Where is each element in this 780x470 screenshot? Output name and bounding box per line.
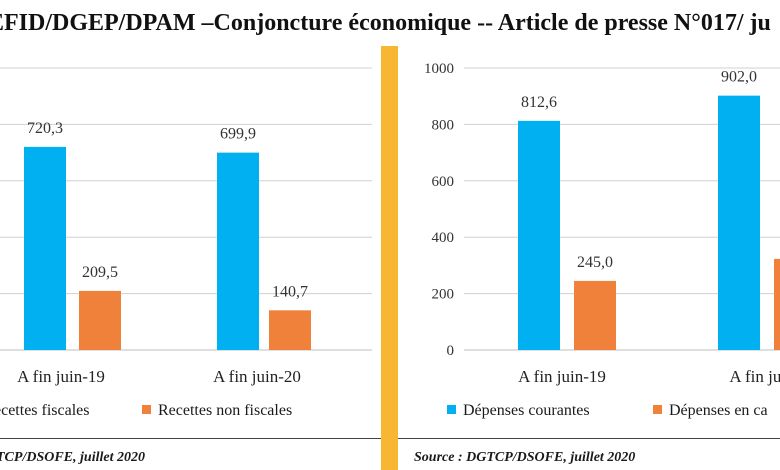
legend-label-depenses-en-capital: Dépenses en ca bbox=[669, 402, 768, 419]
data-label: 140,7 bbox=[272, 283, 308, 300]
bar-blue-1 bbox=[718, 95, 760, 350]
legend-swatch-orange bbox=[653, 405, 662, 415]
x-category-label: A fin juin-19 bbox=[518, 367, 606, 386]
data-label: 902,0 bbox=[721, 69, 757, 86]
data-label: 720,3 bbox=[27, 120, 63, 137]
legend-swatch-blue bbox=[447, 405, 456, 415]
y-tick-label: 1000 bbox=[424, 61, 454, 77]
left-bar-chart: 720,3 699,9 209,5 140,7 A fin juin-19 A fin j… bbox=[0, 67, 372, 386]
bar-blue-1 bbox=[217, 152, 259, 350]
data-label: 699,9 bbox=[220, 126, 256, 143]
x-category-label: A fin juin bbox=[729, 367, 780, 386]
left-legend: ecettes fiscales Recettes non fiscales bbox=[0, 400, 381, 422]
bar-blue-0 bbox=[24, 146, 66, 350]
bar-orange-0 bbox=[574, 280, 616, 350]
left-source-note: TCP/DSOFE, juillet 2020 bbox=[0, 450, 145, 465]
bar-orange-1 bbox=[269, 310, 311, 350]
right-legend: Dépenses courantes Dépenses en ca bbox=[398, 400, 780, 422]
legend-label-recettes-non-fiscales: Recettes non fiscales bbox=[158, 402, 293, 419]
legend-item-depenses-courantes: Dépenses courantes bbox=[447, 400, 590, 422]
left-chart-panel: 720,3 699,9 209,5 140,7 A fin juin-19 A fin j… bbox=[0, 46, 381, 438]
right-source-note: Source : DGTCP/DSOFE, juillet 2020 bbox=[414, 450, 636, 465]
y-tick-label: 800 bbox=[432, 117, 455, 133]
x-category-label: A fin juin-20 bbox=[213, 367, 301, 386]
legend-item-depenses-en-capital: Dépenses en ca bbox=[653, 400, 768, 422]
data-label: 245,0 bbox=[577, 254, 613, 271]
y-tick-label: 600 bbox=[432, 174, 455, 190]
bar-orange-0 bbox=[79, 290, 121, 350]
y-tick-label: 0 bbox=[447, 343, 455, 359]
bar-orange-1 bbox=[774, 258, 780, 350]
legend-item-recettes-fiscales: ecettes fiscales bbox=[0, 400, 90, 422]
legend-label-recettes-fiscales: ecettes fiscales bbox=[0, 402, 90, 419]
legend-swatch-orange bbox=[142, 405, 151, 415]
left-source-rule bbox=[0, 438, 381, 439]
y-tick-label: 400 bbox=[432, 230, 455, 246]
data-label: 812,6 bbox=[521, 94, 557, 111]
y-tick-label: 200 bbox=[432, 287, 455, 303]
legend-label-depenses-courantes: Dépenses courantes bbox=[463, 402, 590, 419]
page-title: EFID/DGEP/DPAM –Conjoncture économique -… bbox=[0, 10, 771, 36]
data-label: 209,5 bbox=[82, 264, 118, 281]
right-source-rule bbox=[398, 438, 780, 439]
legend-item-recettes-non-fiscales: Recettes non fiscales bbox=[142, 400, 292, 422]
bar-blue-0 bbox=[518, 120, 560, 350]
orange-divider-bar bbox=[381, 46, 398, 470]
x-category-label: A fin juin-19 bbox=[17, 367, 105, 386]
